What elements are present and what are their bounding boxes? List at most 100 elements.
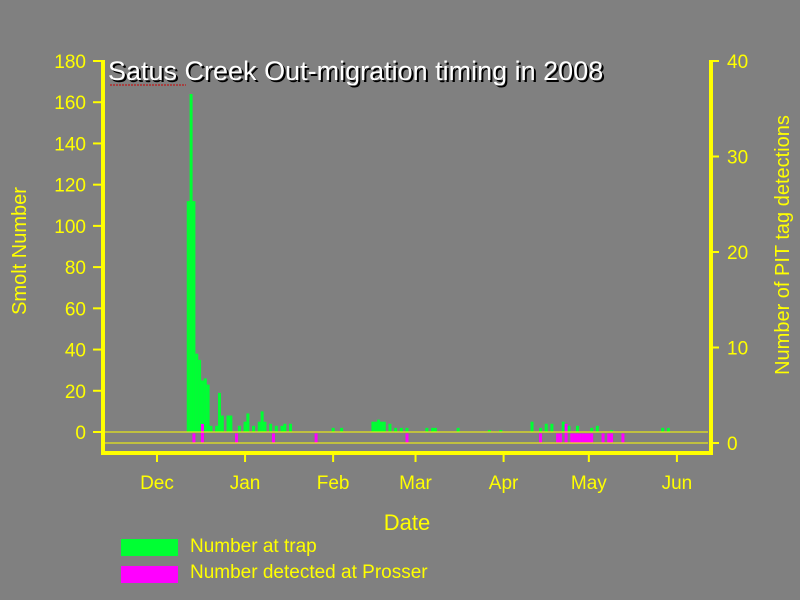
x-axis-ticks: Dec Jan Feb Mar Apr May Jun — [140, 453, 692, 494]
right-tick-label: 30 — [727, 148, 748, 169]
right-tick-label: 40 — [727, 52, 748, 73]
prosser-bar — [590, 433, 594, 443]
left-tick-label: 60 — [65, 299, 86, 320]
x-tick-label: Jan — [230, 473, 261, 494]
trap-bar — [331, 427, 335, 432]
prosser-bar — [584, 433, 588, 443]
prosser-bars — [192, 423, 625, 443]
trap-bar — [377, 419, 381, 432]
trap-bar — [260, 411, 264, 432]
prosser-bar — [601, 433, 605, 443]
right-axis-ticks: 0 10 20 30 40 — [711, 52, 748, 455]
left-tick-label: 20 — [65, 382, 86, 403]
prosser-bar — [539, 433, 543, 443]
trap-bar — [263, 421, 267, 432]
trap-bar — [388, 423, 392, 432]
prosser-bar — [558, 433, 562, 443]
x-tick-label: Dec — [140, 473, 174, 494]
trap-bar — [456, 427, 460, 432]
trap-bar — [425, 427, 429, 432]
prosser-bar — [235, 433, 239, 443]
left-tick-label: 100 — [54, 217, 86, 238]
trap-bar — [590, 427, 594, 432]
x-tick-label: Jun — [662, 473, 693, 494]
trap-bar — [186, 201, 190, 432]
x-tick-label: Apr — [489, 473, 519, 494]
trap-bar — [610, 429, 614, 432]
trap-bar — [243, 421, 247, 432]
y2-axis-label: Number of PIT tag detections — [772, 115, 794, 375]
prosser-bar — [200, 423, 204, 443]
trap-bar — [405, 427, 409, 432]
trap-bar — [530, 421, 534, 432]
left-tick-label: 80 — [65, 258, 86, 279]
trap-bar — [544, 423, 548, 432]
left-tick-label: 40 — [65, 341, 86, 362]
trap-bar — [561, 421, 565, 432]
trap-bar — [220, 415, 224, 432]
trap-bar — [567, 425, 571, 432]
left-tick-label: 0 — [75, 423, 86, 444]
trap-bar — [379, 421, 383, 432]
trap-bar — [274, 425, 278, 432]
trap-bar — [206, 384, 210, 432]
trap-bar — [550, 423, 554, 432]
prosser-bar — [564, 423, 568, 443]
trap-bar — [433, 427, 437, 432]
prosser-bar — [607, 433, 611, 443]
prosser-bar — [581, 433, 585, 443]
trap-bars — [186, 93, 670, 432]
legend-swatch-trap — [121, 539, 178, 556]
trap-bar — [431, 427, 435, 432]
trap-bar — [226, 415, 230, 432]
left-tick-label: 120 — [54, 176, 86, 197]
trap-bar — [215, 425, 219, 432]
prosser-bar — [587, 433, 591, 443]
trap-bar — [394, 427, 398, 432]
trap-bar — [200, 380, 204, 432]
prosser-bar — [192, 433, 196, 443]
prosser-bar — [570, 433, 574, 443]
left-axis-ticks: 0 20 40 60 80 100 120 140 160 180 — [54, 52, 103, 444]
trap-bar — [257, 421, 261, 432]
prosser-bar — [610, 433, 614, 443]
trap-bar — [371, 421, 375, 432]
trap-bar — [499, 429, 503, 432]
trap-bar — [189, 93, 193, 432]
legend-label-trap: Number at trap — [190, 536, 317, 557]
prosser-bar — [573, 433, 577, 443]
trap-bar — [280, 425, 284, 432]
prosser-bar — [271, 433, 275, 443]
trap-bar — [487, 429, 491, 432]
trap-bar — [217, 392, 221, 432]
prosser-bar — [575, 433, 579, 443]
trap-bar — [661, 427, 665, 432]
legend-label-prosser: Number detected at Prosser — [190, 562, 428, 583]
trap-bar — [340, 427, 344, 432]
trap-bar — [399, 427, 403, 432]
trap-bar — [246, 413, 250, 432]
trap-bar — [374, 421, 378, 432]
trap-bar — [539, 427, 543, 432]
prosser-bar — [556, 433, 560, 443]
left-tick-label: 160 — [54, 93, 86, 114]
trap-bar — [575, 425, 579, 432]
x-tick-label: May — [571, 473, 607, 494]
trap-bar — [289, 423, 293, 432]
trap-bar — [198, 359, 202, 432]
chart-title-shadow: Satus Creek Out-migration timing in 2008 — [110, 58, 605, 88]
trap-bar — [283, 423, 287, 432]
trap-bar — [595, 425, 599, 432]
right-tick-label: 10 — [727, 339, 748, 360]
y-axis-label: Smolt Number — [9, 187, 31, 315]
x-tick-label: Feb — [317, 473, 350, 494]
prosser-bar — [405, 433, 409, 443]
prosser-bar — [314, 433, 318, 443]
x-tick-label: Mar — [399, 473, 432, 494]
trap-bar — [382, 421, 386, 432]
x-axis-label: Date — [384, 510, 430, 535]
right-tick-label: 0 — [727, 434, 738, 455]
left-tick-label: 140 — [54, 134, 86, 155]
right-tick-label: 20 — [727, 243, 748, 264]
